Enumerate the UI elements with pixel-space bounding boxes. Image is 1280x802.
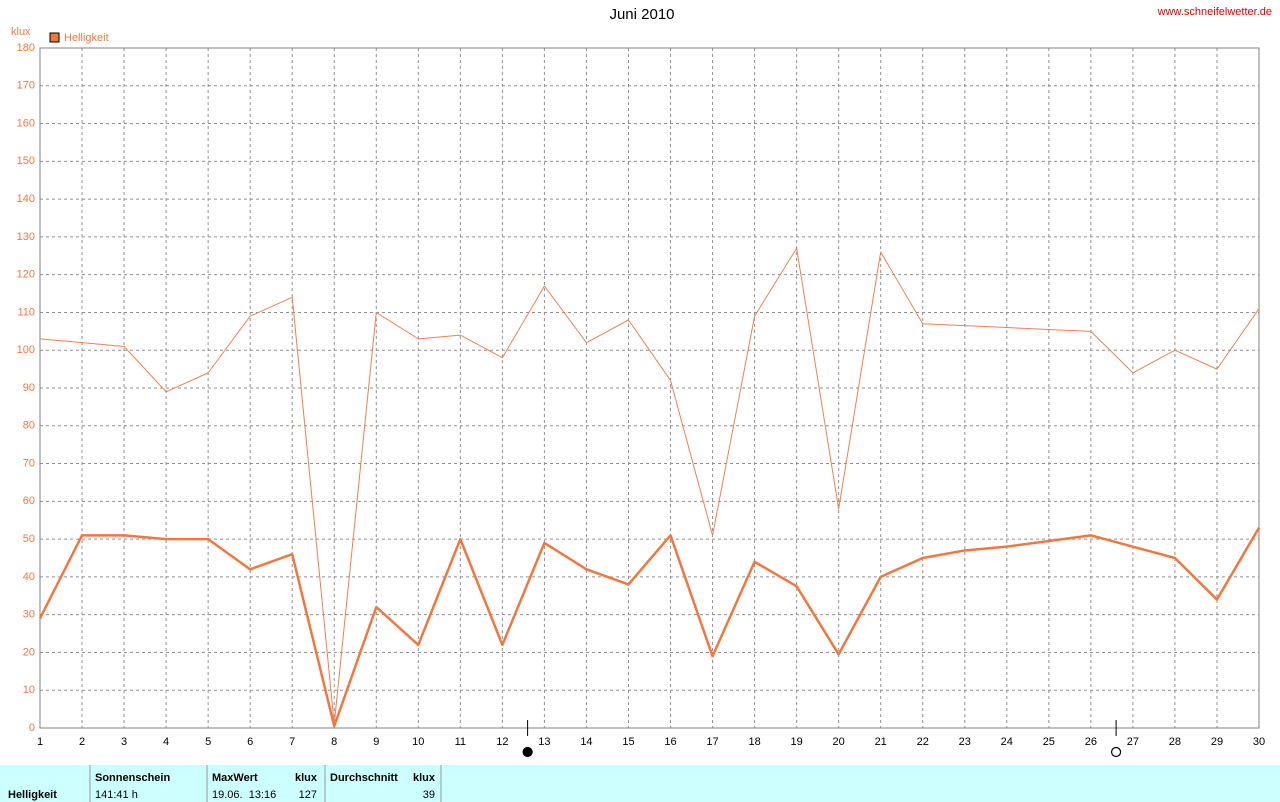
x-tick-label: 15 <box>622 736 634 748</box>
x-tick-label: 23 <box>959 736 971 748</box>
summary-header: MaxWert <box>212 772 258 784</box>
source[interactable]: www.schneifelwetter.de <box>1157 6 1272 18</box>
x-tick-label: 24 <box>1001 736 1013 748</box>
y-tick-label: 80 <box>23 420 35 432</box>
y-tick-label: 140 <box>17 193 35 205</box>
summary-unit: klux <box>295 772 318 784</box>
y-tick-label: 40 <box>23 571 35 583</box>
summary-separators <box>89 765 442 802</box>
x-tick-label: 3 <box>121 736 127 748</box>
x-tick-label: 4 <box>163 736 169 748</box>
x-tick-label: 20 <box>833 736 845 748</box>
x-tick-label: 9 <box>373 736 379 748</box>
x-tick-label: 10 <box>412 736 424 748</box>
x-tick-label: 17 <box>706 736 718 748</box>
x-tick-label: 22 <box>917 736 929 748</box>
x-tick-label: 26 <box>1085 736 1097 748</box>
y-tick-label: 170 <box>17 80 35 92</box>
summary-label: Helligkeit <box>8 789 57 801</box>
summary-value: 127 <box>299 789 317 801</box>
x-tick-label: 16 <box>664 736 676 748</box>
x-tick-label: 19 <box>790 736 802 748</box>
x-tick-label: 14 <box>580 736 592 748</box>
plot-border <box>39 47 1260 729</box>
summary-date: 19.06. 13:16 <box>212 789 276 801</box>
moon-full <box>1110 746 1122 758</box>
summary-unit: klux <box>413 772 436 784</box>
x-tick-label: 13 <box>538 736 550 748</box>
x-tick-label: 5 <box>205 736 211 748</box>
x-tick-label: 12 <box>496 736 508 748</box>
y-tick-label: 150 <box>17 155 35 167</box>
x-tick-label: 1 <box>37 736 43 748</box>
x-tick-label: 30 <box>1253 736 1265 748</box>
x-tick-label: 25 <box>1043 736 1055 748</box>
y-tick-label: 70 <box>23 457 35 469</box>
y-tick-label: 30 <box>23 609 35 621</box>
chart-title: Juni 2010 <box>609 6 674 23</box>
y-tick-label: 180 <box>17 42 35 54</box>
y-tick-label: 20 <box>23 646 35 658</box>
line <box>39 247 1260 725</box>
x-tick-label: 28 <box>1169 736 1181 748</box>
line <box>38 527 1261 728</box>
summary-header: Durchschnitt <box>330 772 398 784</box>
x-tick-label: 29 <box>1211 736 1223 748</box>
x-tick-label: 7 <box>289 736 295 748</box>
legend-swatch <box>49 32 60 43</box>
summary-value: 141:41 h <box>95 789 138 801</box>
x-tick-label: 21 <box>875 736 887 748</box>
y-tick-label: 60 <box>23 495 35 507</box>
y-tick-label: 160 <box>17 117 35 129</box>
y-tick-label: 130 <box>17 231 35 243</box>
legend-label: Helligkeit <box>64 32 109 44</box>
x-tick-label: 11 <box>455 736 466 748</box>
x-tick-label: 8 <box>331 736 337 748</box>
x-tick-label: 6 <box>247 736 253 748</box>
summary-bg <box>0 765 1280 802</box>
x-tick-label: 2 <box>79 736 85 748</box>
y-tick-label: 0 <box>29 722 35 734</box>
y-tick-label: 90 <box>23 382 35 394</box>
x-tick-label: 18 <box>748 736 760 748</box>
x-tick-label: 27 <box>1127 736 1139 748</box>
y-tick-label: 110 <box>17 306 35 318</box>
y-tick-label: 100 <box>17 344 35 356</box>
y-tick-label: 50 <box>23 533 35 545</box>
summary-value: 39 <box>423 789 435 801</box>
summary-header: Sonnenschein <box>95 772 170 784</box>
y-tick-label: 10 <box>23 684 35 696</box>
y-unit: klux <box>11 26 31 38</box>
y-tick-label: 120 <box>17 269 35 281</box>
moon-new <box>522 746 533 758</box>
